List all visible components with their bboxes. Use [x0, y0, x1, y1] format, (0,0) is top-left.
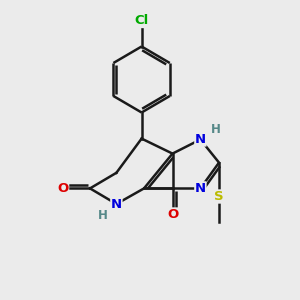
Text: N: N — [195, 182, 206, 195]
Text: H: H — [98, 209, 108, 222]
Text: O: O — [167, 208, 178, 221]
Text: H: H — [211, 122, 220, 136]
Text: O: O — [57, 182, 69, 195]
Text: Cl: Cl — [134, 14, 149, 28]
Text: N: N — [111, 197, 122, 211]
Text: N: N — [195, 133, 206, 146]
Text: S: S — [214, 190, 224, 203]
